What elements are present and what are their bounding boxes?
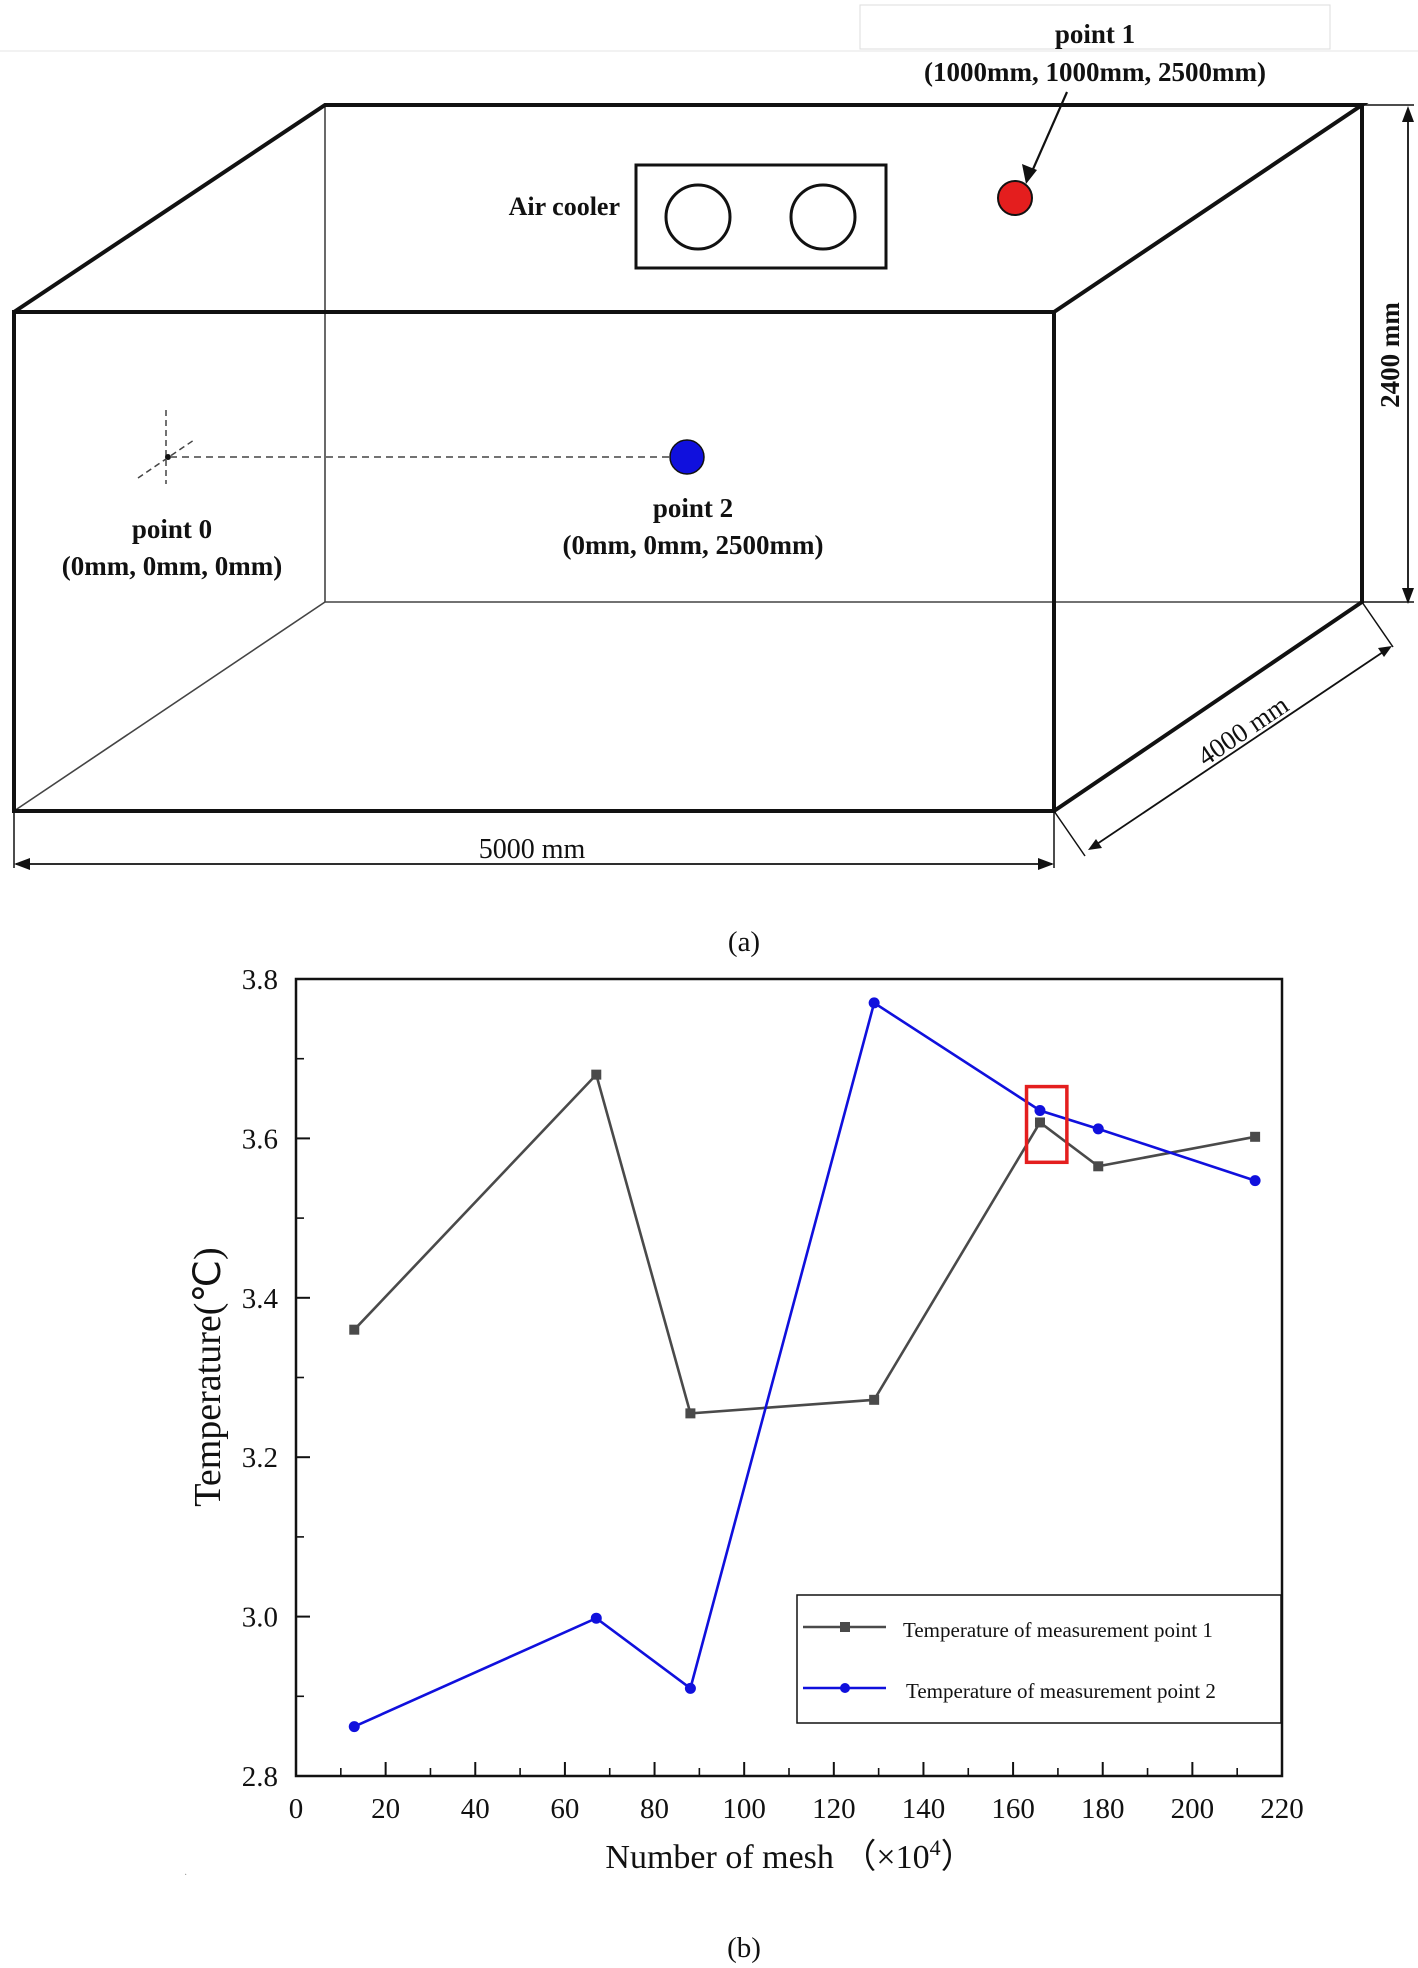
point2-name: point 2 bbox=[653, 493, 733, 523]
x-tick-label: 160 bbox=[991, 1793, 1035, 1825]
series-1-point bbox=[1034, 1117, 1045, 1128]
series-1-point bbox=[591, 1069, 602, 1080]
series-2-point bbox=[1249, 1175, 1261, 1187]
depth-ext-bottom bbox=[1053, 810, 1086, 857]
legend-label-1: Temperature of measurement point 1 bbox=[903, 1618, 1213, 1642]
series-2-point bbox=[684, 1682, 696, 1694]
series-1-point bbox=[349, 1324, 360, 1335]
y-tick-label: 2.8 bbox=[242, 1761, 278, 1793]
x-tick-label: 60 bbox=[550, 1793, 579, 1825]
point1-arrowhead bbox=[1022, 164, 1037, 184]
series-2-point bbox=[590, 1612, 602, 1624]
x-tick-label: 120 bbox=[812, 1793, 856, 1825]
x-tick-label: 0 bbox=[289, 1793, 304, 1825]
y-tick-label: 3.8 bbox=[242, 964, 278, 996]
line-chart: 2.8 3.0 3.2 3.4 3.6 3.8 0 20 40 60 80 100 120 140 160… bbox=[184, 964, 1304, 1964]
legend: Temperature of measurement point 1 Tempe… bbox=[796, 1594, 1282, 1724]
air-cooler bbox=[634, 163, 888, 270]
depth-dimension-label: 4000 mm bbox=[1192, 689, 1294, 771]
front-face bbox=[12, 310, 1056, 813]
series-2-point bbox=[868, 997, 880, 1009]
x-tick-label: 220 bbox=[1260, 1793, 1304, 1825]
legend-label-2: Temperature of measurement point 2 bbox=[906, 1679, 1216, 1703]
highlight-box bbox=[1024, 1084, 1069, 1165]
point1-marker bbox=[997, 180, 1033, 216]
series-2-point bbox=[1092, 1123, 1104, 1135]
air-cooler-fan-right bbox=[789, 183, 857, 251]
x-tick-labels: 0 20 40 60 80 100 120 140 160 180 200 220 bbox=[289, 1793, 1304, 1825]
point1-name: point 1 bbox=[1055, 19, 1135, 49]
x-tick-label: 20 bbox=[371, 1793, 400, 1825]
point0-marker bbox=[165, 454, 171, 460]
point0-coords: (0mm, 0mm, 0mm) bbox=[62, 551, 282, 581]
y-tick-label: 3.2 bbox=[242, 1442, 278, 1474]
point1-label-box bbox=[859, 4, 1331, 50]
series-1-point bbox=[1093, 1161, 1104, 1172]
series-line-1 bbox=[353, 1072, 1256, 1415]
air-cooler-label: Air cooler bbox=[509, 192, 620, 221]
series-1-point bbox=[869, 1394, 880, 1405]
stray-dot: · bbox=[184, 1870, 187, 1881]
depth-dimension-line bbox=[1093, 649, 1387, 847]
height-arrow-top bbox=[1402, 106, 1414, 122]
point1-coords: (1000mm, 1000mm, 2500mm) bbox=[924, 57, 1266, 87]
x-tick-label: 180 bbox=[1081, 1793, 1125, 1825]
x-axis-label: Number of mesh （×104） bbox=[605, 1835, 974, 1876]
legend-box bbox=[796, 1594, 1282, 1724]
x-tick-label: 40 bbox=[461, 1793, 490, 1825]
width-arrow-right bbox=[1038, 858, 1054, 870]
air-cooler-fan-left bbox=[664, 183, 732, 251]
x-axis-label-main: Number of mesh （×10 bbox=[605, 1838, 929, 1876]
x-axis-label-tail: ） bbox=[941, 1838, 975, 1876]
y-tick-label: 3.4 bbox=[242, 1283, 279, 1315]
series-markers bbox=[348, 997, 1261, 1733]
series-1-point bbox=[685, 1408, 696, 1419]
point2-marker bbox=[669, 439, 705, 475]
depth-arrow-top bbox=[1378, 646, 1392, 657]
series-2-point bbox=[348, 1721, 360, 1733]
x-tick-label: 80 bbox=[640, 1793, 669, 1825]
series-1-point bbox=[1250, 1131, 1261, 1142]
width-arrow-left bbox=[14, 858, 30, 870]
depth-arrow-bottom bbox=[1088, 839, 1102, 850]
legend-marker-1 bbox=[840, 1622, 850, 1632]
bottom-left-depth-edge bbox=[13, 601, 326, 812]
x-tick-label: 200 bbox=[1171, 1793, 1215, 1825]
width-dimension-label: 5000 mm bbox=[479, 834, 586, 865]
depth-ext-top bbox=[1361, 601, 1394, 648]
point0-name: point 0 bbox=[132, 514, 212, 544]
y-tick-label: 3.0 bbox=[242, 1602, 278, 1634]
x-tick-label: 140 bbox=[902, 1793, 946, 1825]
series-2-point bbox=[1034, 1105, 1046, 1117]
y-tick-label: 3.6 bbox=[242, 1123, 278, 1155]
height-dimension-label: 2400 mm bbox=[1375, 302, 1405, 408]
x-axis-label-sup: 4 bbox=[930, 1835, 941, 1860]
caption-b: (b) bbox=[727, 1932, 761, 1964]
room-diagram: Air cooler point 1 (1000mm, 1000mm, 2500… bbox=[0, 4, 1418, 958]
point2-coords: (0mm, 0mm, 2500mm) bbox=[563, 530, 824, 560]
top-face bbox=[12, 103, 1369, 314]
x-tick-label: 100 bbox=[722, 1793, 766, 1825]
y-tick-labels: 2.8 3.0 3.2 3.4 3.6 3.8 bbox=[242, 964, 279, 1793]
caption-a: (a) bbox=[728, 926, 760, 958]
point1-arrow bbox=[1028, 91, 1069, 177]
y-axis-label: Temperature(℃) bbox=[187, 1247, 229, 1506]
height-arrow-bottom bbox=[1402, 588, 1414, 604]
plot-frame bbox=[294, 977, 1284, 1778]
legend-marker-2 bbox=[840, 1683, 850, 1693]
